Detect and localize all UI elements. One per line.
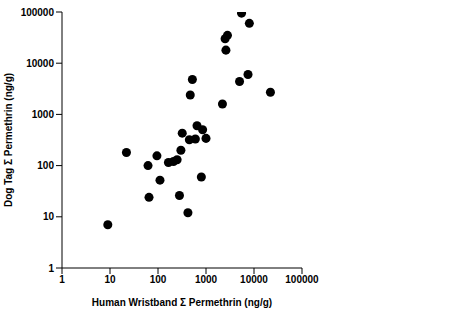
svg-text:100000: 100000	[285, 274, 319, 285]
svg-text:10000: 10000	[26, 58, 54, 69]
svg-text:Dog Tag Σ Permethrin (ng/g): Dog Tag Σ Permethrin (ng/g)	[3, 73, 14, 207]
svg-text:Human Wristband Σ Permethrin (: Human Wristband Σ Permethrin (ng/g)	[92, 297, 272, 308]
svg-text:1000: 1000	[32, 109, 55, 120]
svg-text:100: 100	[150, 274, 167, 285]
svg-text:1000: 1000	[195, 274, 218, 285]
svg-text:10000: 10000	[240, 274, 268, 285]
svg-text:10: 10	[104, 274, 116, 285]
svg-text:100: 100	[37, 160, 54, 171]
svg-text:100000: 100000	[21, 7, 55, 18]
svg-text:1: 1	[59, 274, 65, 285]
svg-text:10: 10	[43, 211, 55, 222]
svg-text:1: 1	[48, 263, 54, 274]
